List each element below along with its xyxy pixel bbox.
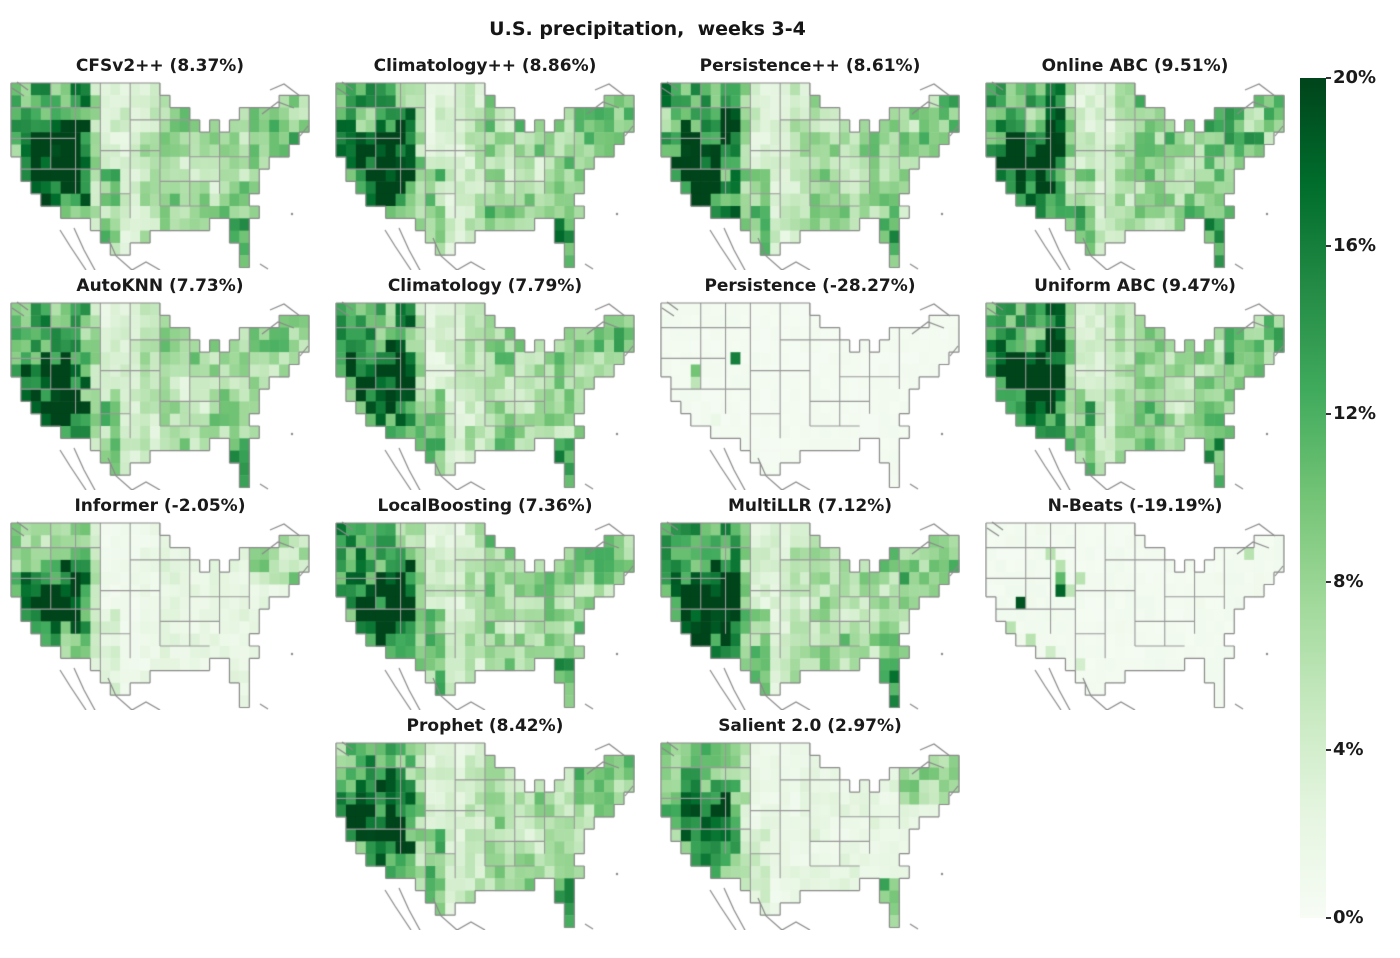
- panel-uniform-abc: Uniform ABC (9.47%): [985, 276, 1285, 490]
- colorbar-tick-label: 12%: [1333, 403, 1377, 424]
- panel-cfsv2: CFSv2++ (8.37%): [10, 56, 310, 270]
- colorbar-tick-mark: [1326, 245, 1331, 247]
- panel-title-n-beats: N-Beats (-19.19%): [1047, 496, 1223, 516]
- panel-salient-2-0: Salient 2.0 (2.97%): [660, 716, 960, 930]
- colorbar-tick-label: 0%: [1333, 907, 1364, 928]
- panel-climatology: Climatology (7.79%): [335, 276, 635, 490]
- panel-title-salient-2-0: Salient 2.0 (2.97%): [718, 716, 902, 736]
- colorbar-tick-label: 20%: [1333, 67, 1377, 88]
- colorbar-tick-label: 16%: [1333, 235, 1377, 256]
- colorbar-tick-mark: [1326, 581, 1331, 583]
- panel-title-climatology: Climatology++ (8.86%): [373, 56, 597, 76]
- panel-persistence: Persistence (-28.27%): [660, 276, 960, 490]
- panel-climatology: Climatology++ (8.86%): [335, 56, 635, 270]
- panel-informer: Informer (-2.05%): [10, 496, 310, 710]
- panel-title-uniform-abc: Uniform ABC (9.47%): [1034, 276, 1236, 296]
- panel-title-localboosting: LocalBoosting (7.36%): [377, 496, 593, 516]
- panel-prophet: Prophet (8.42%): [335, 716, 635, 930]
- panel-title-prophet: Prophet (8.42%): [406, 716, 564, 736]
- us-map-canvas-online-abc: [985, 80, 1285, 270]
- us-map-canvas-persistence: [660, 300, 960, 490]
- colorbar-tick-mark: [1326, 77, 1331, 79]
- us-map-canvas-informer: [10, 520, 310, 710]
- colorbar-tick-mark: [1326, 749, 1331, 751]
- panel-multillr: MultiLLR (7.12%): [660, 496, 960, 710]
- panel-persistence: Persistence++ (8.61%): [660, 56, 960, 270]
- us-map-canvas-autoknn: [10, 300, 310, 490]
- us-map-canvas-localboosting: [335, 520, 635, 710]
- panel-autoknn: AutoKNN (7.73%): [10, 276, 310, 490]
- us-map-canvas-climatology: [335, 300, 635, 490]
- panel-title-online-abc: Online ABC (9.51%): [1041, 56, 1229, 76]
- panel-title-cfsv2: CFSv2++ (8.37%): [75, 56, 245, 76]
- panel-online-abc: Online ABC (9.51%): [985, 56, 1285, 270]
- panel-title-persistence: Persistence (-28.27%): [704, 276, 916, 296]
- us-map-canvas-n-beats: [985, 520, 1285, 710]
- colorbar-tick-label: 4%: [1333, 739, 1364, 760]
- panel-title-climatology: Climatology (7.79%): [387, 276, 583, 296]
- panel-localboosting: LocalBoosting (7.36%): [335, 496, 635, 710]
- us-map-canvas-climatology: [335, 80, 635, 270]
- us-map-canvas-uniform-abc: [985, 300, 1285, 490]
- figure-title: U.S. precipitation, weeks 3-4: [489, 18, 806, 40]
- panel-title-multillr: MultiLLR (7.12%): [728, 496, 892, 516]
- us-map-canvas-multillr: [660, 520, 960, 710]
- panel-title-persistence: Persistence++ (8.61%): [699, 56, 921, 76]
- us-map-canvas-persistence: [660, 80, 960, 270]
- colorbar-tick-label: 8%: [1333, 571, 1364, 592]
- panel-title-autoknn: AutoKNN (7.73%): [76, 276, 244, 296]
- colorbar: 20% 16% 12% 8% 4% 0%: [1300, 67, 1400, 940]
- colorbar-tick-mark: [1326, 917, 1331, 919]
- colorbar-gradient: [1300, 78, 1326, 918]
- us-map-canvas-cfsv2: [10, 80, 310, 270]
- colorbar-tick-mark: [1326, 413, 1331, 415]
- panel-title-informer: Informer (-2.05%): [74, 496, 246, 516]
- us-map-canvas-prophet: [335, 740, 635, 930]
- us-map-canvas-salient-2-0: [660, 740, 960, 930]
- panel-n-beats: N-Beats (-19.19%): [985, 496, 1285, 710]
